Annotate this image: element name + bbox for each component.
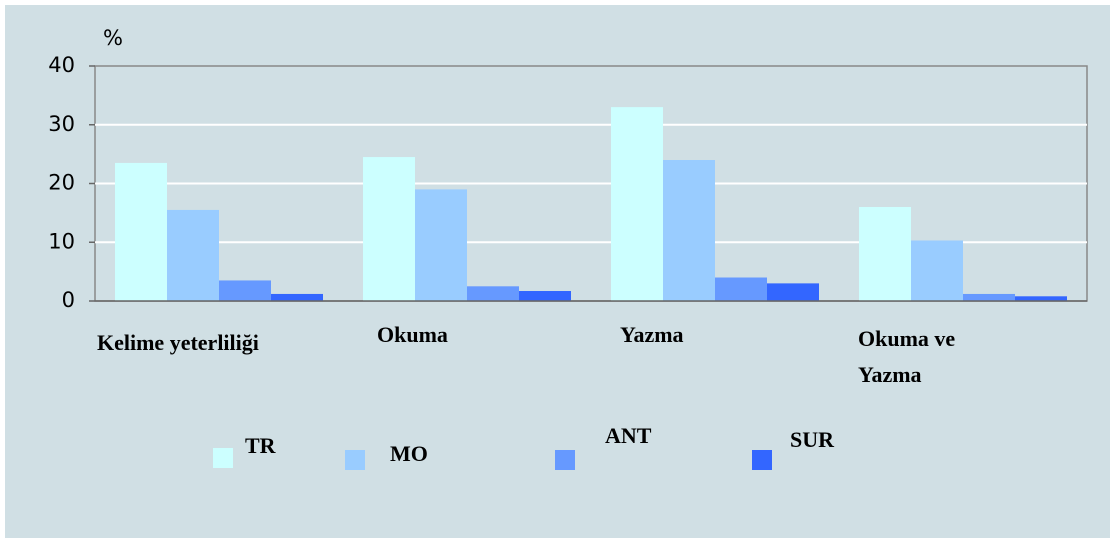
y-tick-label: 40 [48,53,75,77]
y-tick-label: 10 [48,229,75,253]
y-tick-label: 20 [48,171,75,195]
x-tick-label: Okuma [377,322,448,347]
legend-label: TR [245,433,276,458]
bar [715,277,767,301]
x-tick-label: Kelime yeterliliği [97,330,259,355]
chart: % 0 10 20 30 40 [48,26,1088,312]
bar [1015,296,1067,301]
bar [611,107,663,301]
legend-swatch [345,450,365,470]
legend-label: ANT [605,423,652,448]
legend-swatch [555,450,575,470]
bar [115,162,167,301]
bar [859,207,911,301]
bar [167,209,219,301]
bar [219,280,271,301]
y-axis-label: % [103,26,123,50]
bar [519,291,571,301]
bar [767,283,819,301]
x-tick-label: Okuma ve Yazma [858,326,956,387]
y-tick-label: 0 [62,288,75,312]
bar [911,240,963,301]
legend-swatch [213,448,233,468]
y-tick-label: 30 [48,112,75,136]
legend-label: MO [390,441,428,466]
chart-area: % 0 10 20 30 40 Kelime yeterliliği Okuma Yazma… [5,5,1110,538]
x-tick-label: Yazma [620,322,684,347]
bar [415,189,467,301]
legend-swatch [752,450,772,470]
bar [363,157,415,301]
bar [271,293,323,301]
bar [467,286,519,301]
legend-label: SUR [790,427,835,452]
bar [963,293,1015,301]
bar [663,160,715,301]
